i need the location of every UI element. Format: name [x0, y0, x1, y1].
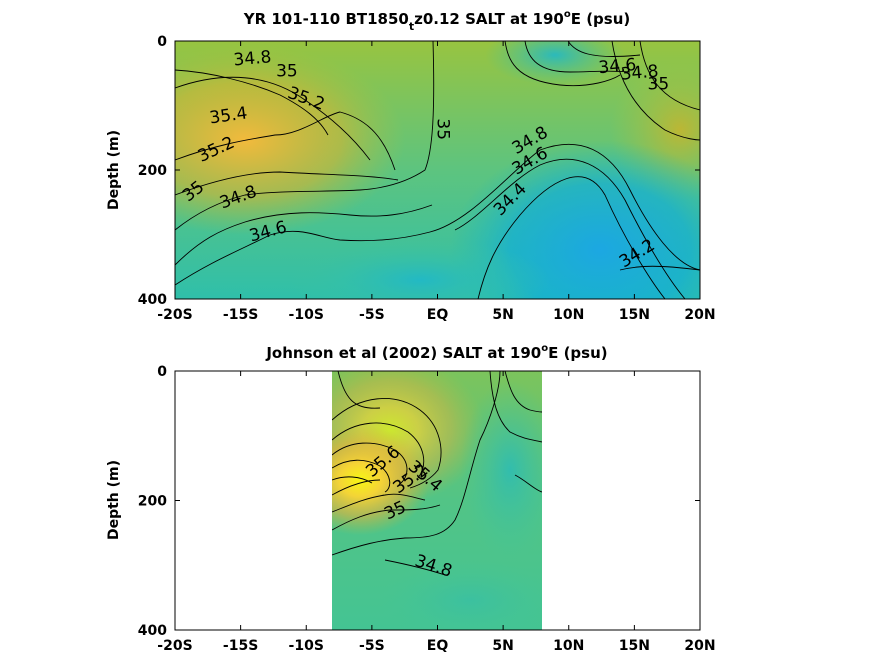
bottom-panel-ylabel: Depth (m) [106, 460, 122, 540]
top-ytick-label: 400 [138, 292, 167, 308]
top-xtick-label: -20S [157, 307, 192, 323]
top-contour-label: 35 [433, 118, 453, 140]
bottom-xtick-label: 20N [684, 638, 715, 654]
top-ytick-label: 0 [157, 34, 167, 50]
bottom-panel-field [332, 371, 542, 630]
top-panel-ylabel: Depth (m) [106, 130, 122, 210]
top-xtick-label: 10N [553, 307, 584, 323]
bottom-xtick-label: -10S [289, 638, 324, 654]
top-panel-ticks: -20S -15S -10S -5S EQ 5N 10N 15N 20N 0 200 400 [138, 34, 716, 323]
top-xtick-label: 15N [619, 307, 650, 323]
bottom-panel-title: Johnson et al (2002) SALT at 190oE (psu) [265, 343, 607, 362]
bottom-xtick-label: 5N [492, 638, 513, 654]
bottom-xtick-label: -20S [157, 638, 192, 654]
top-xtick-label: 20N [684, 307, 715, 323]
bottom-xtick-label: 10N [553, 638, 584, 654]
top-contour-label: 35 [648, 74, 670, 94]
top-xtick-label: -5S [359, 307, 385, 323]
top-panel-title: YR 101-110 BT1850tz0.12 SALT at 190oE (p… [243, 9, 631, 33]
bottom-panel-ticks: -20S -15S -10S -5S EQ 5N 10N 15N 20N 0 200 400 [138, 364, 716, 654]
top-contour-label: 34.6 [598, 55, 637, 78]
top-xtick-label: EQ [427, 307, 449, 323]
bottom-xtick-label: 15N [619, 638, 650, 654]
bottom-ytick-label: 200 [138, 494, 167, 510]
top-contour-label: 34.8 [233, 47, 272, 70]
bottom-ytick-label: 400 [138, 623, 167, 639]
bottom-xtick-label: EQ [427, 638, 449, 654]
bottom-xtick-label: -5S [359, 638, 385, 654]
top-panel-field [175, 41, 700, 299]
top-xtick-label: -10S [289, 307, 324, 323]
bottom-xtick-label: -15S [223, 638, 258, 654]
top-ytick-label: 200 [138, 163, 167, 179]
top-xtick-label: -15S [223, 307, 258, 323]
bottom-panel-contours [332, 371, 542, 576]
top-contour-label: 35 [276, 61, 298, 81]
top-panel-contours [175, 41, 700, 299]
top-contour-label: 34.8 [620, 61, 659, 84]
top-xtick-label: 5N [492, 307, 513, 323]
bottom-ytick-label: 0 [157, 364, 167, 380]
